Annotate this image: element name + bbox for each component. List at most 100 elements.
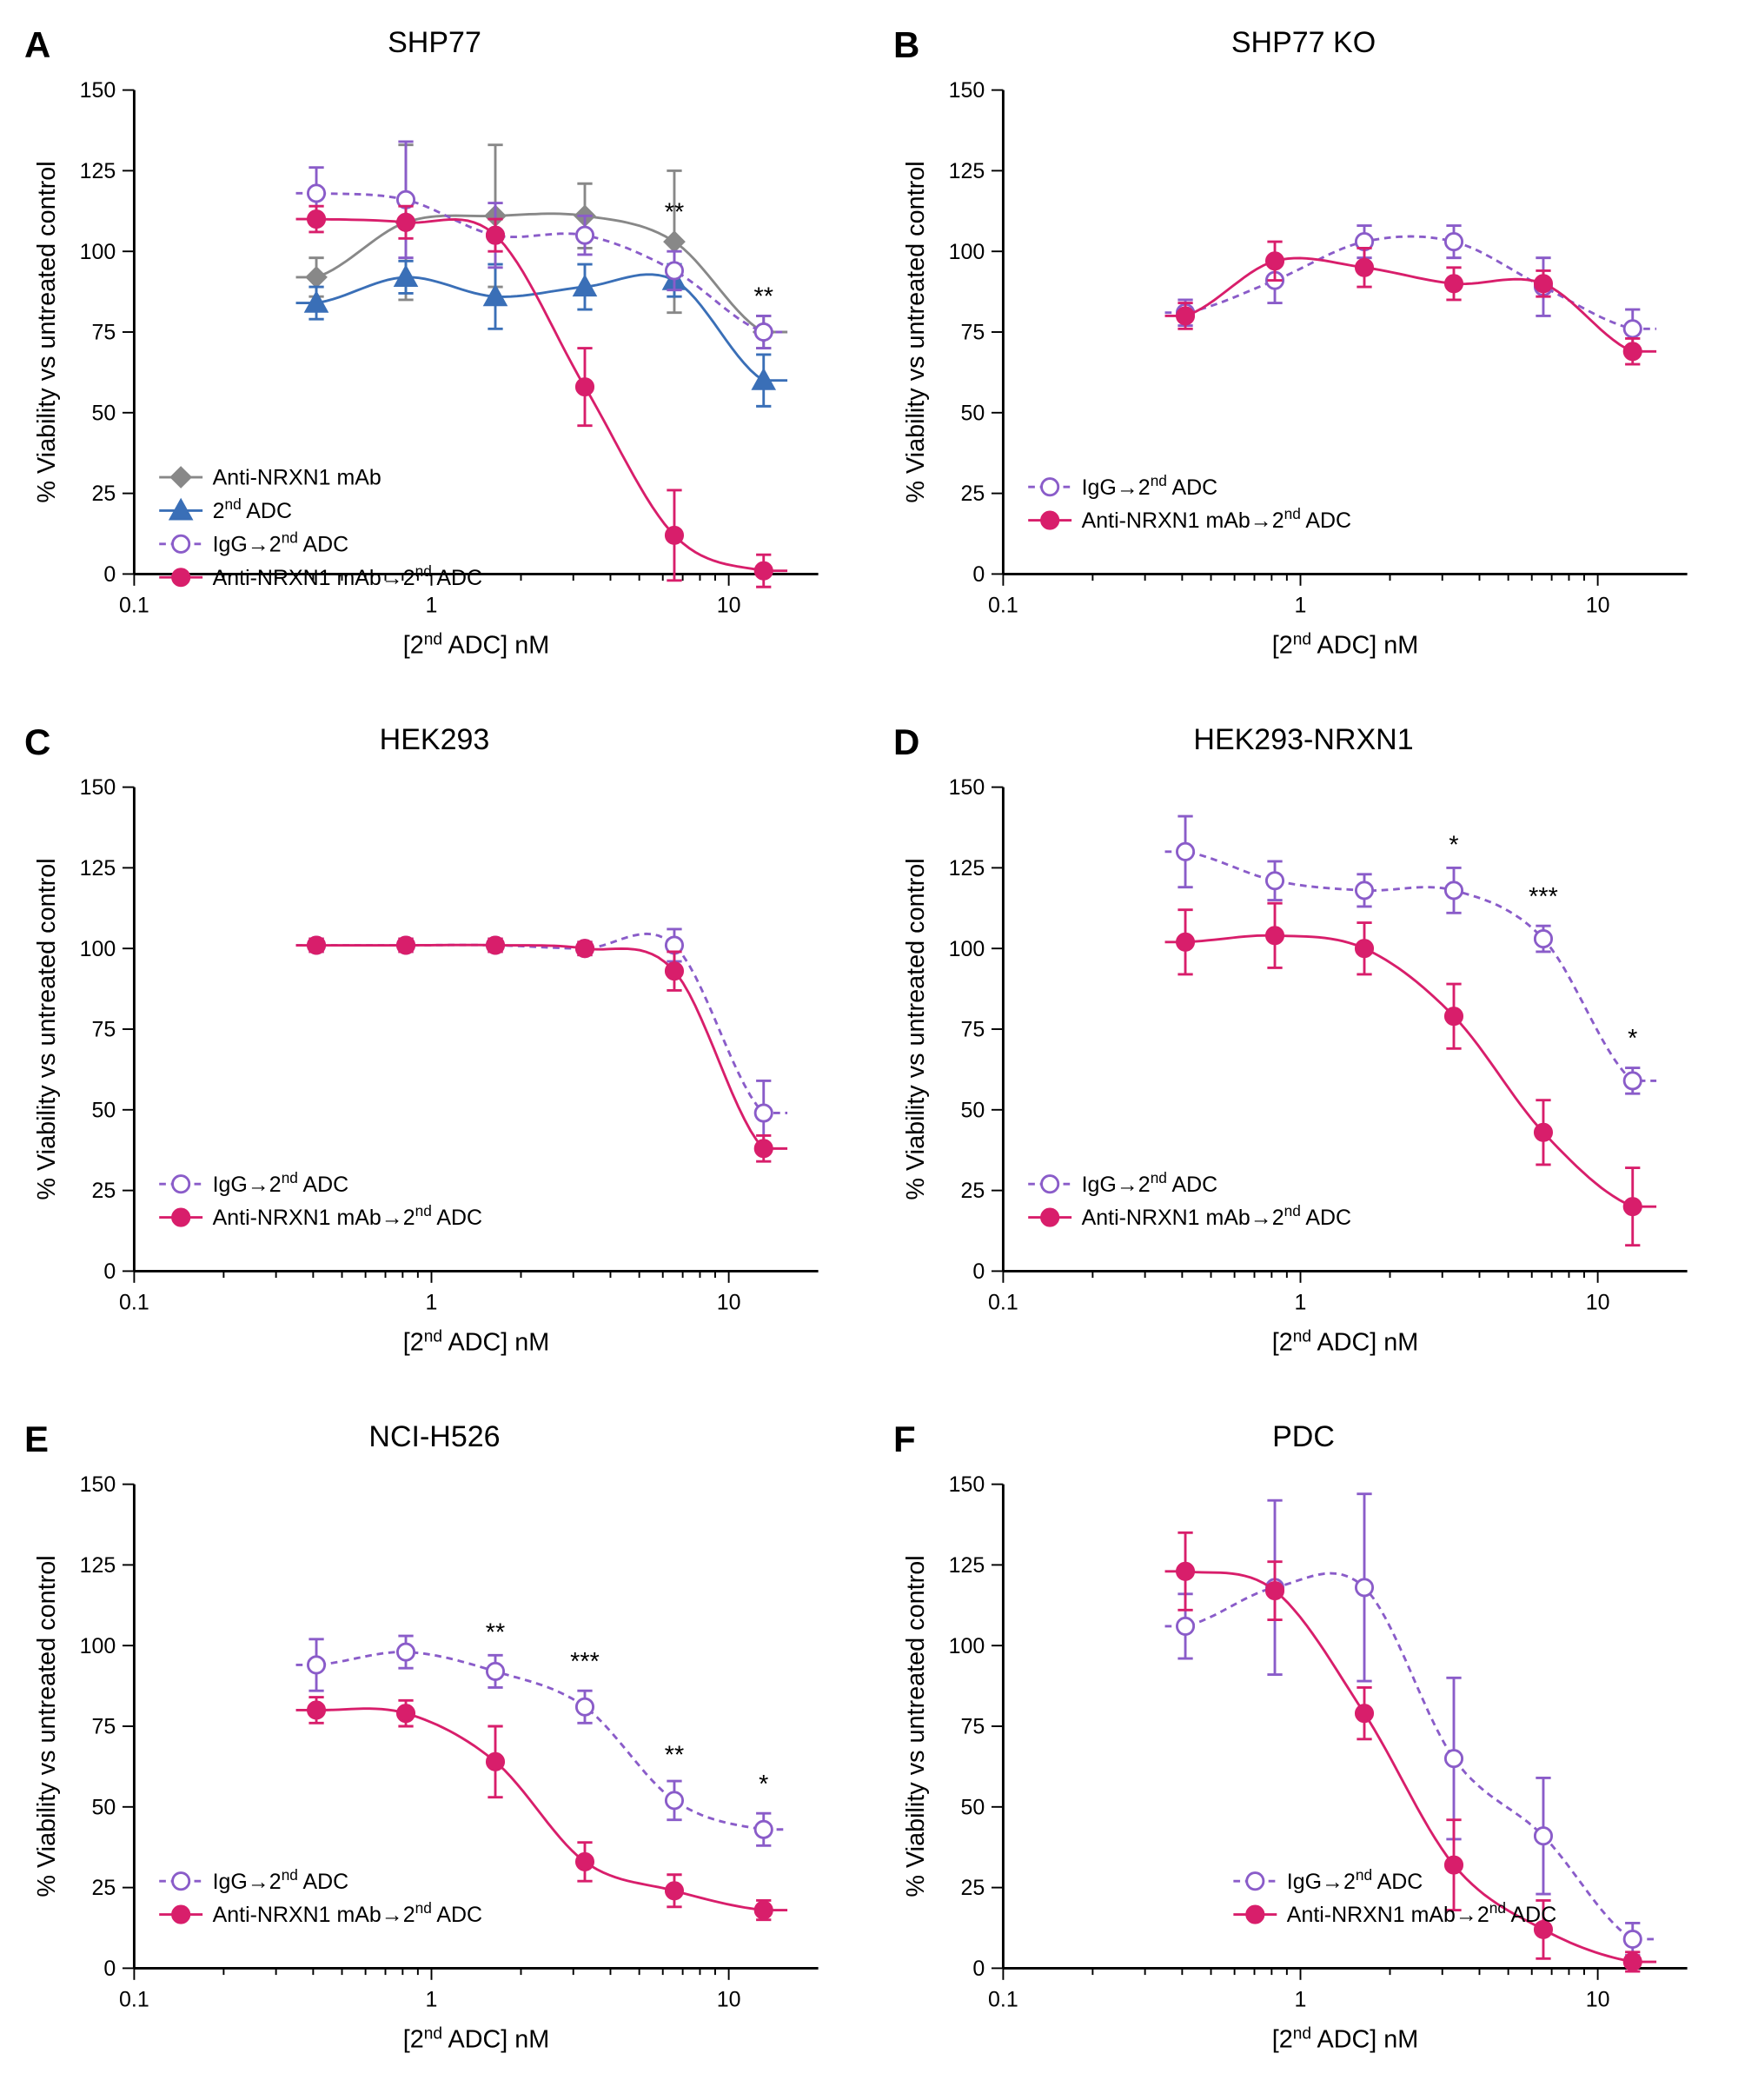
- svg-text:[2nd ADC] nM: [2nd ADC] nM: [1272, 2024, 1419, 2054]
- svg-text:IgG→2nd ADC: IgG→2nd ADC: [1082, 472, 1218, 500]
- svg-text:100: 100: [949, 1634, 985, 1658]
- svg-text:100: 100: [949, 937, 985, 961]
- svg-text:[2nd ADC] nM: [2nd ADC] nM: [1272, 1327, 1419, 1357]
- svg-text:0: 0: [103, 562, 116, 587]
- svg-text:IgG→2nd ADC: IgG→2nd ADC: [213, 528, 349, 556]
- svg-text:0: 0: [972, 562, 985, 587]
- panel-E: ENCI-H52602550751001251500.1110[2nd ADC]…: [17, 1412, 852, 2083]
- svg-text:150: 150: [949, 1472, 985, 1497]
- svg-text:10: 10: [1586, 1291, 1610, 1315]
- svg-text:0: 0: [103, 1259, 116, 1284]
- svg-text:0.1: 0.1: [119, 1291, 149, 1315]
- svg-text:% Viability vs untreated contr: % Viability vs untreated control: [902, 858, 930, 1200]
- panel-B: BSHP77 KO02550751001251500.1110[2nd ADC]…: [886, 17, 1721, 688]
- svg-text:150: 150: [80, 1472, 116, 1497]
- svg-text:**: **: [486, 1618, 505, 1646]
- svg-text:**: **: [665, 199, 684, 227]
- svg-text:50: 50: [92, 1098, 116, 1122]
- svg-text:***: ***: [570, 1648, 600, 1676]
- svg-text:IgG→2nd ADC: IgG→2nd ADC: [1082, 1169, 1218, 1197]
- svg-text:75: 75: [92, 1018, 116, 1042]
- panel-A: ASHP7702550751001251500.1110[2nd ADC] nM…: [17, 17, 852, 688]
- panel-D: DHEK293-NRXN102550751001251500.1110[2nd …: [886, 714, 1721, 1386]
- svg-text:25: 25: [92, 1179, 116, 1203]
- panel-F: FPDC02550751001251500.1110[2nd ADC] nM% …: [886, 1412, 1721, 2083]
- svg-text:Anti-NRXN1 mAb→2nd ADC: Anti-NRXN1 mAb→2nd ADC: [1287, 1899, 1556, 1927]
- svg-text:[2nd ADC] nM: [2nd ADC] nM: [1272, 630, 1419, 660]
- svg-text:1: 1: [1295, 594, 1307, 618]
- svg-text:1: 1: [426, 1988, 438, 2012]
- svg-text:Anti-NRXN1 mAb→2nd ADC: Anti-NRXN1 mAb→2nd ADC: [1082, 505, 1351, 533]
- svg-text:100: 100: [949, 240, 985, 264]
- svg-text:100: 100: [80, 937, 116, 961]
- svg-text:[2nd ADC] nM: [2nd ADC] nM: [403, 630, 550, 660]
- svg-text:1: 1: [1295, 1291, 1307, 1315]
- svg-text:Anti-NRXN1 mAb→2nd ADC: Anti-NRXN1 mAb→2nd ADC: [213, 1202, 482, 1230]
- svg-text:25: 25: [961, 482, 985, 506]
- svg-text:100: 100: [80, 240, 116, 264]
- svg-text:0.1: 0.1: [988, 1988, 1018, 2012]
- svg-text:10: 10: [1586, 1988, 1610, 2012]
- svg-text:0.1: 0.1: [988, 594, 1018, 618]
- chart-B: 0 25 50 75 100 125 150 0.1 1 10 [2nd ADC] nM % Viab…: [886, 17, 1721, 688]
- svg-text:*: *: [1628, 1025, 1637, 1053]
- svg-text:2nd ADC: 2nd ADC: [213, 495, 292, 523]
- svg-text:10: 10: [717, 1988, 741, 2012]
- svg-text:100: 100: [80, 1634, 116, 1658]
- chart-A: 02550751001251500.1110[2nd ADC] nM% Viab…: [17, 17, 852, 688]
- svg-text:Anti-NRXN1 mAb→2nd ADC: Anti-NRXN1 mAb→2nd ADC: [1082, 1202, 1351, 1230]
- svg-text:50: 50: [961, 1795, 985, 1819]
- svg-text:0: 0: [103, 1957, 116, 1981]
- svg-text:125: 125: [80, 159, 116, 183]
- panel-C: CHEK29302550751001251500.1110[2nd ADC] n…: [17, 714, 852, 1386]
- svg-text:Anti-NRXN1 mAb→2nd ADC: Anti-NRXN1 mAb→2nd ADC: [213, 1899, 482, 1927]
- svg-text:50: 50: [961, 401, 985, 425]
- svg-text:150: 150: [949, 775, 985, 800]
- svg-text:0: 0: [972, 1259, 985, 1284]
- svg-text:10: 10: [717, 1291, 741, 1315]
- svg-text:***: ***: [1529, 883, 1558, 911]
- svg-text:10: 10: [1586, 594, 1610, 618]
- svg-text:125: 125: [80, 1553, 116, 1578]
- svg-text:0.1: 0.1: [988, 1291, 1018, 1315]
- svg-text:1: 1: [426, 1291, 438, 1315]
- svg-text:75: 75: [961, 1715, 985, 1739]
- svg-text:% Viability vs untreated contr: % Viability vs untreated control: [902, 1555, 930, 1897]
- svg-text:75: 75: [92, 321, 116, 345]
- svg-text:IgG→2nd ADC: IgG→2nd ADC: [213, 1866, 349, 1894]
- svg-text:75: 75: [92, 1715, 116, 1739]
- svg-text:IgG→2nd ADC: IgG→2nd ADC: [213, 1169, 349, 1197]
- chart-E: 02550751001251500.1110[2nd ADC] nM% Viab…: [17, 1412, 852, 2083]
- svg-text:50: 50: [92, 1795, 116, 1819]
- svg-text:125: 125: [949, 1553, 985, 1578]
- svg-text:10: 10: [717, 594, 741, 618]
- svg-text:25: 25: [92, 482, 116, 506]
- chart-C: 02550751001251500.1110[2nd ADC] nM% Viab…: [17, 714, 852, 1386]
- svg-text:150: 150: [80, 775, 116, 800]
- svg-text:50: 50: [92, 401, 116, 425]
- svg-text:*: *: [1449, 832, 1458, 860]
- svg-text:% Viability vs untreated contr: % Viability vs untreated control: [902, 161, 930, 502]
- svg-text:50: 50: [961, 1098, 985, 1122]
- svg-text:*: *: [759, 1771, 768, 1798]
- svg-text:75: 75: [961, 321, 985, 345]
- svg-text:[2nd ADC] nM: [2nd ADC] nM: [403, 1327, 550, 1357]
- svg-text:% Viability vs untreated contr: % Viability vs untreated control: [33, 1555, 61, 1897]
- svg-text:25: 25: [961, 1179, 985, 1203]
- svg-text:125: 125: [949, 856, 985, 881]
- svg-text:125: 125: [80, 856, 116, 881]
- svg-text:Anti-NRXN1 mAb→2nd ADC: Anti-NRXN1 mAb→2nd ADC: [213, 562, 482, 590]
- svg-text:0.1: 0.1: [119, 1988, 149, 2012]
- chart-F: 02550751001251500.1110[2nd ADC] nM% Viab…: [886, 1412, 1721, 2083]
- svg-text:**: **: [665, 1741, 684, 1769]
- figure-grid: ASHP7702550751001251500.1110[2nd ADC] nM…: [17, 17, 1721, 2083]
- chart-D: 02550751001251500.1110[2nd ADC] nM% Viab…: [886, 714, 1721, 1386]
- svg-text:150: 150: [949, 78, 985, 103]
- svg-text:0.1: 0.1: [119, 594, 149, 618]
- svg-text:25: 25: [961, 1876, 985, 1900]
- svg-text:Anti-NRXN1 mAb: Anti-NRXN1 mAb: [213, 466, 381, 490]
- svg-text:125: 125: [949, 159, 985, 183]
- svg-text:1: 1: [426, 594, 438, 618]
- svg-text:0: 0: [972, 1957, 985, 1981]
- svg-text:25: 25: [92, 1876, 116, 1900]
